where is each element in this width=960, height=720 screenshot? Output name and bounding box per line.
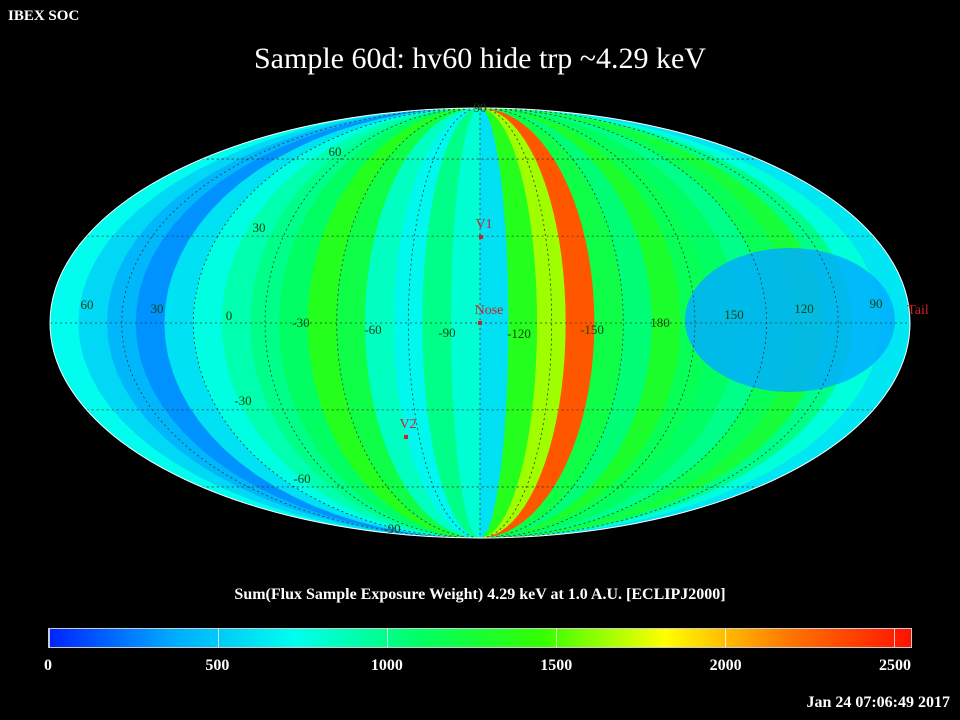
- lat-label-5: -90: [383, 521, 400, 536]
- meridian: [192, 108, 481, 538]
- marker-label-nose: Nose: [475, 303, 504, 318]
- colorbar-tick-1: [218, 629, 220, 647]
- lat-label-0: 90: [474, 100, 487, 115]
- marker-label-v1: V1: [475, 217, 492, 232]
- colorbar-tick-3: [556, 629, 558, 647]
- heatmap-bands: [50, 108, 910, 538]
- colorbar-tick-label-4: 2000: [709, 657, 742, 674]
- lon-label-8: 180: [650, 315, 670, 330]
- lon-label-6: -120: [507, 326, 531, 341]
- lat-label-3: -30: [234, 393, 251, 408]
- colorbar-tick-label-3: 1500: [540, 657, 573, 674]
- marker-label-tail: Tail: [907, 303, 929, 318]
- colorbar-tick-label-1: 500: [205, 657, 230, 674]
- low-flux-patch: [685, 248, 895, 392]
- sky-map: 60 30 0 -30 -60 -90 -120 -150 180 150 120 90 90 60 30…: [49, 100, 929, 539]
- lon-label-2: 0: [226, 308, 233, 323]
- lat-label-1: 60: [329, 144, 342, 159]
- chart-title: Sample 60d: hv60 hide trp ~4.29 keV: [253, 42, 706, 75]
- latitude-labels: 90 60 30 -30 -60 -90: [234, 100, 486, 536]
- lon-label-3: -30: [292, 315, 309, 330]
- colorbar-tick-4: [725, 629, 727, 647]
- colorbar-tick-label-2: 1000: [370, 657, 403, 674]
- header-label: IBEX SOC: [8, 8, 80, 24]
- lat-label-4: -60: [293, 471, 310, 486]
- meridian: [479, 108, 553, 538]
- colorbar-tick-5: [894, 629, 896, 647]
- longitude-labels: 60 30 0 -30 -60 -90 -120 -150 180 150 120 90: [81, 296, 883, 341]
- colorbar-tick-label-5: 2500: [879, 657, 912, 674]
- colorbar: [48, 628, 912, 648]
- timestamp: Jan 24 07:06:49 2017: [806, 694, 950, 711]
- meridian: [407, 108, 481, 538]
- lon-label-5: -90: [438, 325, 455, 340]
- lon-label-1: 30: [151, 301, 164, 316]
- colorbar-tick-label-0: 0: [44, 657, 52, 674]
- lon-label-4: -60: [364, 322, 381, 337]
- lon-label-0: 60: [81, 297, 94, 312]
- colorbar-title: Sum(Flux Sample Exposure Weight) 4.29 ke…: [234, 586, 726, 603]
- marker-label-v2: V2: [399, 417, 416, 432]
- colorbar-gradient: [49, 629, 911, 647]
- marker-dot-v2: [404, 435, 408, 439]
- lon-label-7: -150: [580, 322, 604, 337]
- marker-dot-nose: [478, 321, 482, 325]
- lon-label-10: 120: [794, 301, 814, 316]
- map-border: [49, 107, 911, 539]
- lon-label-9: 150: [724, 307, 744, 322]
- colorbar-tick-0: [49, 629, 50, 647]
- patch-region: [685, 248, 895, 392]
- marker-dot-v1: [479, 235, 483, 239]
- lon-label-11: 90: [870, 296, 883, 311]
- colorbar-tick-2: [387, 629, 389, 647]
- markers: V1 Nose V2 Tail: [399, 217, 929, 439]
- lat-label-2: 30: [253, 220, 266, 235]
